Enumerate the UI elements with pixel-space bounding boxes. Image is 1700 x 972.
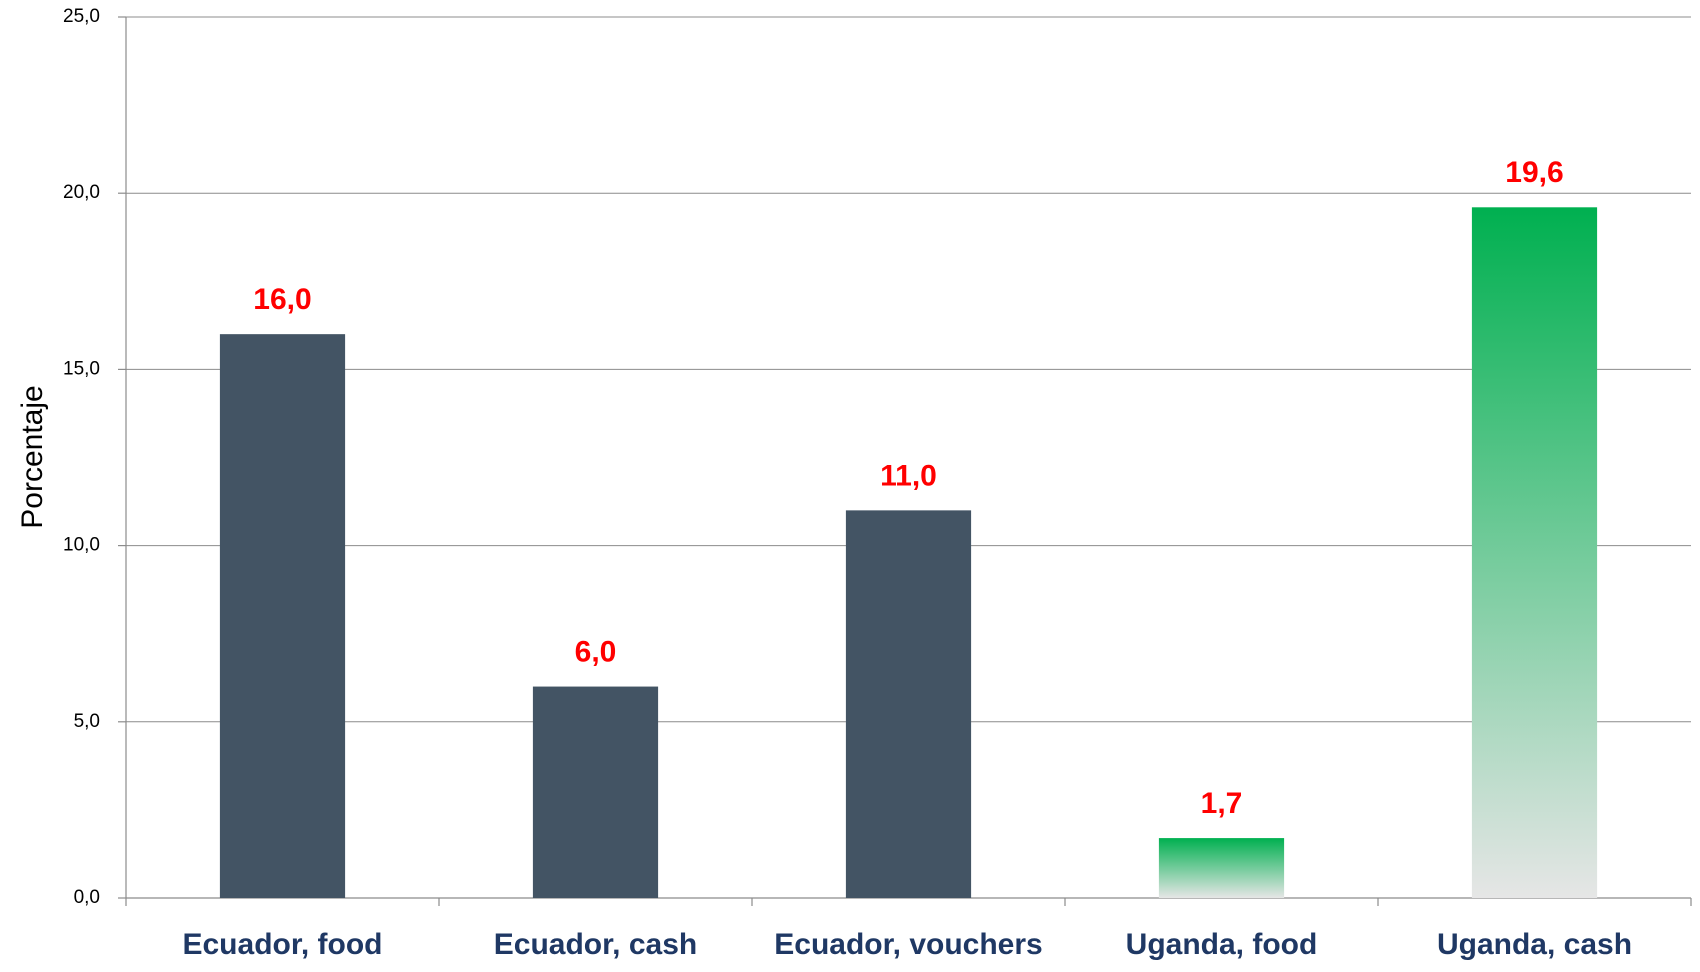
y-tick-label: 25,0	[63, 6, 100, 27]
bar	[1471, 207, 1598, 898]
bar	[219, 334, 346, 898]
bar	[845, 510, 972, 898]
y-tick-label: 15,0	[63, 358, 100, 379]
x-tick-label: Uganda, cash	[1437, 928, 1632, 961]
y-tick-label: 5,0	[74, 711, 100, 732]
bar	[1158, 838, 1285, 898]
x-tick-label: Ecuador, cash	[494, 928, 697, 961]
x-tick-label: Ecuador, food	[182, 928, 382, 961]
data-label: 19,6	[1505, 156, 1563, 189]
bar	[532, 686, 659, 898]
data-label: 11,0	[880, 459, 937, 492]
y-tick-label: 20,0	[63, 182, 100, 203]
x-tick-label: Uganda, food	[1126, 928, 1318, 961]
y-axis-label: Porcentaje	[16, 385, 49, 528]
data-label: 6,0	[575, 635, 617, 668]
y-tick-label: 0,0	[74, 887, 100, 908]
x-tick-label: Ecuador, vouchers	[774, 928, 1042, 961]
data-label: 1,7	[1201, 787, 1243, 820]
data-label: 16,0	[253, 283, 311, 316]
y-tick-label: 10,0	[63, 535, 100, 556]
